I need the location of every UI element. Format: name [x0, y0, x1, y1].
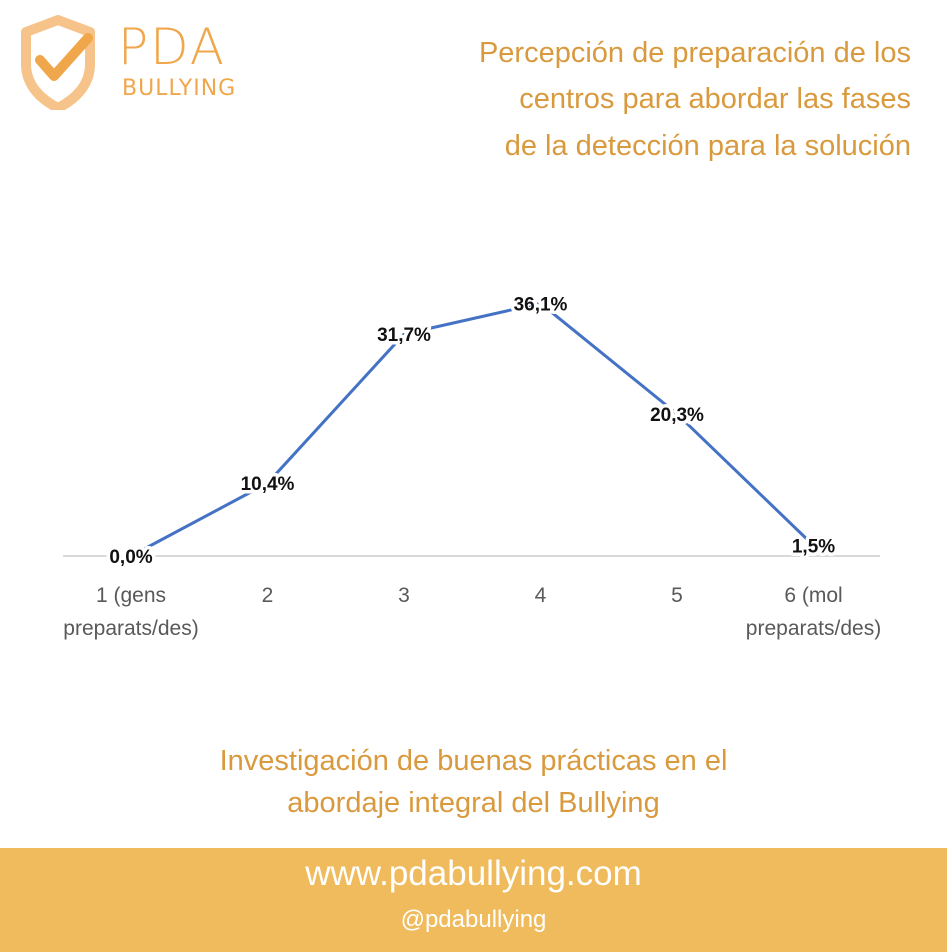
website-link[interactable]: www.pdabullying.com	[305, 854, 642, 893]
shield-check-icon	[21, 15, 95, 110]
x-tick-label: preparats/des)	[63, 617, 198, 640]
title-line: centros para abordar las fases	[519, 83, 911, 116]
x-tick-label: 1 (gens	[96, 584, 166, 607]
x-tick-label: 4	[535, 584, 547, 607]
data-point	[266, 481, 269, 485]
data-label: 10,4%	[241, 474, 295, 495]
x-tick-label: 2	[262, 584, 274, 607]
line-chart: 0,0% 10,4% 31,7% 36,1% 20,3% 1,5% 1 (gens prepa…	[63, 291, 881, 640]
data-point	[812, 544, 815, 547]
data-point	[675, 412, 679, 416]
x-tick-label: 5	[671, 584, 683, 607]
x-tick-label: 3	[398, 584, 410, 607]
brand-logo: PDA BULLYING	[18, 14, 235, 110]
title-line: de la detección para la solución	[504, 129, 911, 162]
study-caption: Investigación de buenas prácticas en el …	[0, 740, 947, 824]
page-title: Percepción de preparación de los centros…	[351, 30, 911, 169]
data-label: 1,5%	[792, 537, 835, 558]
data-label: 0,0%	[109, 547, 152, 568]
x-tick-label: 6 (mol	[784, 584, 842, 607]
caption-line: Investigación de buenas prácticas en el	[219, 745, 728, 777]
caption-line: abordaje integral del Bullying	[287, 787, 660, 820]
data-label: 31,7%	[377, 325, 431, 346]
x-tick-label: preparats/des)	[746, 617, 881, 640]
data-point	[539, 301, 542, 305]
series-line	[129, 301, 815, 558]
data-label: 36,1%	[514, 294, 568, 315]
footer-banner: www.pdabullying.com @pdabullying	[0, 848, 947, 952]
title-line: Percepción de preparación de los	[478, 37, 911, 69]
data-point	[129, 554, 133, 558]
data-point	[402, 332, 406, 336]
logo-text-bullying: BULLYING	[122, 76, 237, 101]
data-label: 20,3%	[650, 405, 704, 426]
social-handle[interactable]: @pdabullying	[400, 906, 547, 933]
logo-text-pda: PDA	[118, 18, 226, 76]
